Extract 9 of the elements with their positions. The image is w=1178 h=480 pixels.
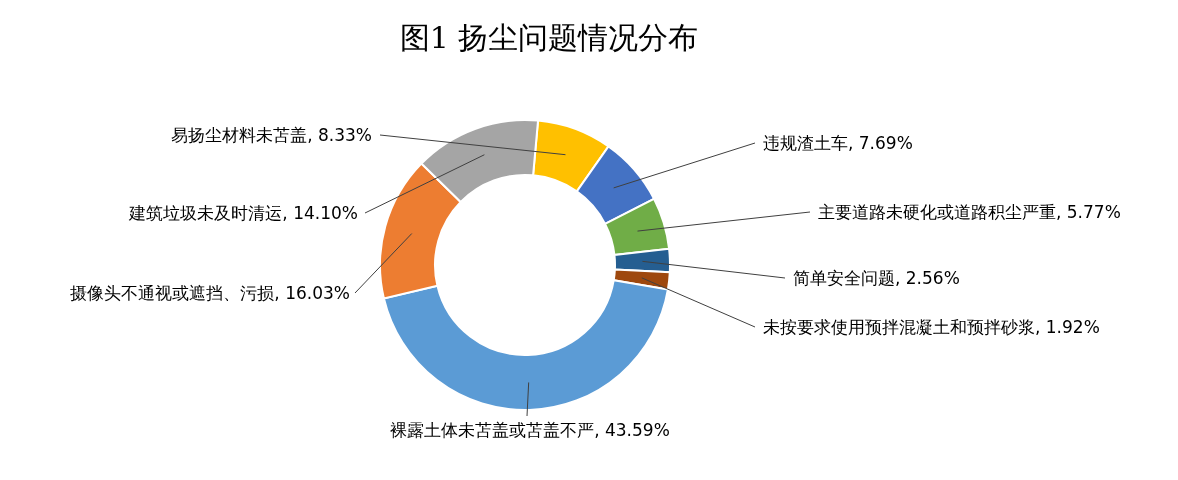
chart-title: 图1 扬尘问题情况分布 bbox=[399, 20, 699, 55]
slice-label: 简单安全问题, 2.56% bbox=[793, 268, 960, 288]
slice-label: 易扬尘材料未苫盖, 8.33% bbox=[171, 125, 372, 145]
slice-label: 建筑垃圾未及时清运, 14.10% bbox=[128, 203, 358, 223]
slice-label: 摄像头不通视或遮挡、污损, 16.03% bbox=[70, 283, 350, 303]
slice-label: 主要道路未硬化或道路积尘严重, 5.77% bbox=[818, 202, 1121, 222]
slice-label: 裸露土体未苫盖或苫盖不严, 43.59% bbox=[390, 420, 670, 440]
slice-label: 未按要求使用预拌混凝土和预拌砂浆, 1.92% bbox=[763, 317, 1100, 337]
slice-label: 违规渣土车, 7.69% bbox=[763, 133, 913, 153]
